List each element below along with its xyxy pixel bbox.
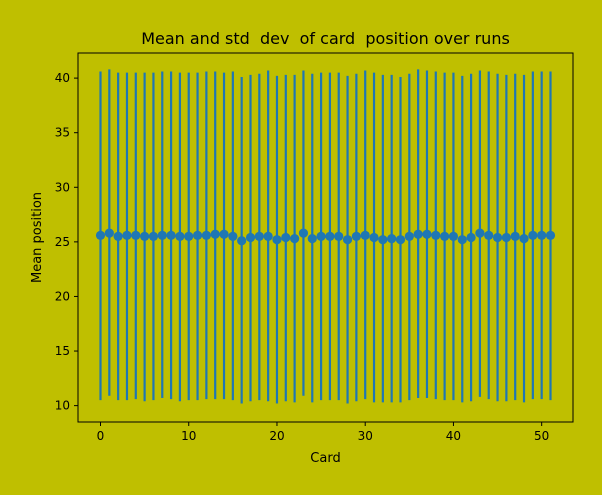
mean-point [184, 231, 194, 242]
y-axis-ticks: 10 15 20 25 30 35 40 [55, 71, 78, 413]
mean-point [237, 236, 247, 246]
mean-point [484, 230, 494, 240]
mean-point [104, 228, 114, 238]
mean-point [290, 233, 300, 244]
mean-point [413, 229, 423, 239]
x-tick-label: 40 [446, 429, 461, 443]
mean-point [245, 232, 256, 243]
mean-point [281, 232, 291, 243]
mean-point [369, 232, 379, 243]
y-tick-label: 25 [55, 235, 70, 249]
mean-point [325, 231, 335, 242]
x-axis-ticks: 0 10 20 30 40 50 [97, 422, 549, 443]
mean-point [316, 231, 326, 242]
mean-point [210, 229, 220, 239]
mean-point [148, 231, 159, 242]
plot-frame [77, 52, 574, 423]
mean-point [422, 229, 432, 239]
x-tick-label: 50 [534, 429, 549, 443]
mean-point [334, 231, 344, 242]
x-tick-label: 20 [269, 429, 284, 443]
mean-point [519, 233, 529, 244]
mean-point [510, 231, 520, 242]
mean-point [175, 231, 185, 242]
mean-point [254, 231, 264, 242]
mean-point [537, 230, 547, 240]
mean-point [378, 235, 388, 245]
mean-point [466, 232, 476, 243]
mean-point [140, 231, 150, 242]
mean-point [263, 231, 273, 242]
y-tick-label: 30 [55, 180, 70, 194]
mean-point [157, 230, 167, 240]
mean-point [395, 235, 406, 245]
mean-point [528, 230, 538, 240]
y-tick-label: 35 [55, 126, 70, 140]
mean-point [387, 233, 397, 244]
mean-point [440, 231, 450, 242]
mean-point [404, 231, 414, 242]
mean-point [457, 235, 467, 245]
x-tick-label: 0 [97, 429, 105, 443]
y-tick-label: 20 [55, 289, 70, 303]
mean-point [272, 235, 282, 245]
mean-point [448, 231, 459, 242]
mean-point [95, 230, 106, 240]
y-tick-label: 40 [55, 71, 70, 85]
y-tick-label: 10 [55, 399, 70, 413]
mean-point [475, 228, 485, 238]
mean-point [192, 230, 203, 240]
mean-point [501, 232, 511, 243]
x-axis-label: Card [310, 451, 340, 466]
mean-point [113, 231, 123, 242]
mean-point [307, 233, 317, 244]
mean-point [342, 235, 353, 245]
y-tick-label: 15 [55, 344, 70, 358]
mean-point [431, 230, 441, 240]
mean-point [131, 230, 141, 240]
chart-title: Mean and std dev of card position over r… [141, 29, 510, 48]
mean-point [201, 230, 211, 240]
mean-point [545, 230, 556, 240]
mean-point [166, 230, 176, 240]
mean-point [228, 231, 238, 242]
mean-point [351, 231, 361, 242]
y-axis-label: Mean position [30, 192, 45, 283]
mean-point [298, 228, 309, 238]
x-tick-label: 30 [358, 429, 373, 443]
mean-point [360, 230, 370, 240]
mean-point [219, 229, 229, 239]
mean-point [122, 230, 132, 240]
mean-markers [95, 228, 556, 246]
mean-point [492, 232, 503, 243]
x-tick-label: 10 [181, 429, 196, 443]
